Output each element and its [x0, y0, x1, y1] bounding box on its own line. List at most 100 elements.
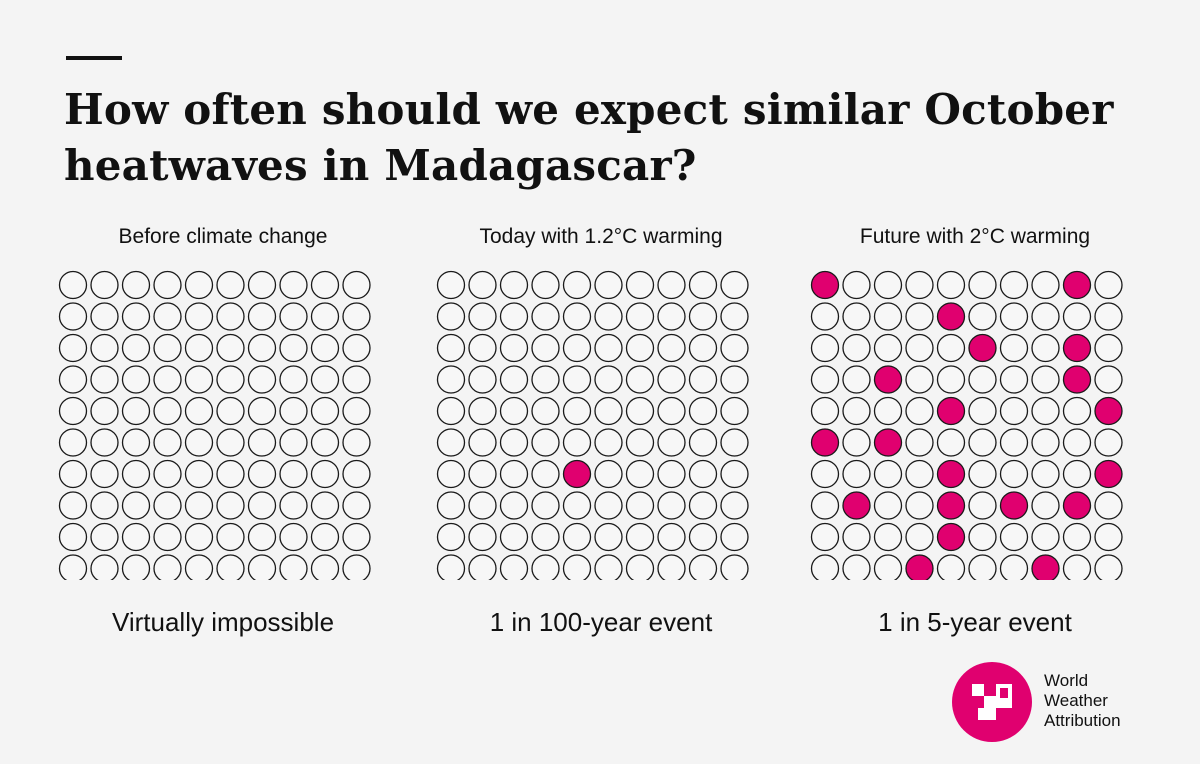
waffle-cell-empty	[310, 302, 340, 331]
waffle-cell-empty	[562, 270, 592, 300]
waffle-cell-empty	[468, 428, 497, 457]
waffle-cell-empty	[468, 554, 497, 580]
waffle-cell-empty	[58, 396, 88, 426]
waffle-cell-empty	[562, 554, 592, 580]
waffle-cell-empty	[153, 396, 182, 426]
waffle-cell-empty	[216, 365, 245, 394]
waffle-cell-empty	[247, 491, 277, 520]
waffle-cell-empty	[657, 554, 686, 580]
waffle-cell-empty	[153, 270, 182, 300]
waffle-cell-empty	[310, 270, 340, 300]
waffle-cell-empty	[184, 491, 214, 520]
waffle-cell-filled	[1062, 333, 1092, 363]
waffle-cell-empty	[1094, 365, 1123, 394]
waffle-cell-empty	[657, 491, 686, 520]
waffle-cell-empty	[247, 302, 277, 331]
waffle-cell-empty	[1031, 522, 1060, 552]
waffle-cell-empty	[310, 428, 340, 457]
waffle-cell-empty	[810, 554, 840, 580]
waffle-cell-empty	[153, 554, 182, 580]
waffle-cell-empty	[184, 396, 214, 426]
waffle-cell-empty	[436, 396, 466, 426]
waffle-cell-empty	[562, 365, 592, 394]
waffle-cell-empty	[594, 396, 623, 426]
waffle-cell-filled	[936, 459, 966, 489]
waffle-cell-empty	[688, 428, 718, 457]
waffle-cell-empty	[121, 365, 151, 394]
waffle-cell-empty	[279, 554, 308, 580]
waffle-cell-empty	[720, 396, 749, 426]
waffle-cell-empty	[936, 365, 966, 394]
waffle-cell-empty	[562, 333, 592, 363]
waffle-cell-empty	[999, 270, 1029, 300]
waffle-cell-empty	[968, 396, 997, 426]
waffle-cell-filled	[1062, 270, 1092, 300]
waffle-cell-empty	[688, 270, 718, 300]
waffle-cell-empty	[657, 302, 686, 331]
waffle-cell-empty	[1031, 270, 1060, 300]
waffle-cell-empty	[184, 554, 214, 580]
waffle-cell-empty	[842, 365, 871, 394]
waffle-cell-empty	[625, 491, 655, 520]
waffle-cell-empty	[720, 428, 749, 457]
waffle-cell-empty	[216, 396, 245, 426]
waffle-cell-empty	[436, 554, 466, 580]
waffle-cell-empty	[531, 270, 560, 300]
waffle-cell-empty	[58, 302, 88, 331]
waffle-cell-empty	[342, 491, 371, 520]
waffle-cell-empty	[531, 522, 560, 552]
waffle-cell-empty	[810, 302, 840, 331]
wwa-logo-icon	[952, 662, 1032, 742]
waffle-cell-empty	[342, 428, 371, 457]
waffle-cell-empty	[279, 333, 308, 363]
waffle-cell-empty	[279, 428, 308, 457]
page-title: How often should we expect similar Octob…	[64, 85, 1114, 190]
brand-line: Weather	[1044, 691, 1108, 710]
waffle-cell-empty	[1094, 333, 1123, 363]
waffle-cell-empty	[247, 459, 277, 489]
waffle-cell-empty	[999, 302, 1029, 331]
waffle-cell-empty	[184, 333, 214, 363]
waffle-cell-empty	[1062, 459, 1092, 489]
waffle-cell-empty	[688, 459, 718, 489]
waffle-cell-empty	[121, 428, 151, 457]
waffle-cell-empty	[436, 522, 466, 552]
waffle-cell-empty	[594, 302, 623, 331]
waffle-cell-empty	[810, 491, 840, 520]
waffle-cell-empty	[625, 365, 655, 394]
waffle-cell-empty	[310, 554, 340, 580]
waffle-cell-empty	[905, 491, 934, 520]
waffle-cell-empty	[905, 333, 934, 363]
waffle-cell-empty	[562, 428, 592, 457]
waffle-cell-empty	[90, 522, 119, 552]
panel-caption: Virtually impossible	[111, 607, 335, 637]
waffle-cell-empty	[1031, 365, 1060, 394]
waffle-cell-empty	[279, 491, 308, 520]
panel-caption: 1 in 5-year event	[878, 607, 1072, 637]
waffle-cell-empty	[153, 459, 182, 489]
waffle-cell-empty	[1031, 396, 1060, 426]
waffle-cell-empty	[720, 333, 749, 363]
waffle-cell-empty	[279, 270, 308, 300]
waffle-cell-filled	[968, 333, 997, 363]
waffle-cell-empty	[153, 333, 182, 363]
waffle-cell-empty	[531, 302, 560, 331]
waffle-cell-empty	[436, 333, 466, 363]
waffle-cell-empty	[688, 333, 718, 363]
waffle-cell-empty	[342, 522, 371, 552]
brand-name: World Weather Attribution	[1044, 671, 1121, 731]
waffle-cell-empty	[873, 554, 903, 580]
waffle-cell-empty	[810, 522, 840, 552]
waffle-cell-empty	[468, 302, 497, 331]
waffle-cell-empty	[531, 554, 560, 580]
waffle-cell-empty	[121, 554, 151, 580]
waffle-cell-empty	[436, 459, 466, 489]
brand-line: Attribution	[1044, 711, 1121, 730]
waffle-cell-empty	[279, 522, 308, 552]
waffle-cell-filled	[936, 491, 966, 520]
waffle-cell-empty	[657, 459, 686, 489]
waffle-cell-empty	[936, 270, 966, 300]
waffle-grid	[436, 270, 749, 580]
waffle-cell-empty	[999, 396, 1029, 426]
waffle-cell-empty	[153, 302, 182, 331]
